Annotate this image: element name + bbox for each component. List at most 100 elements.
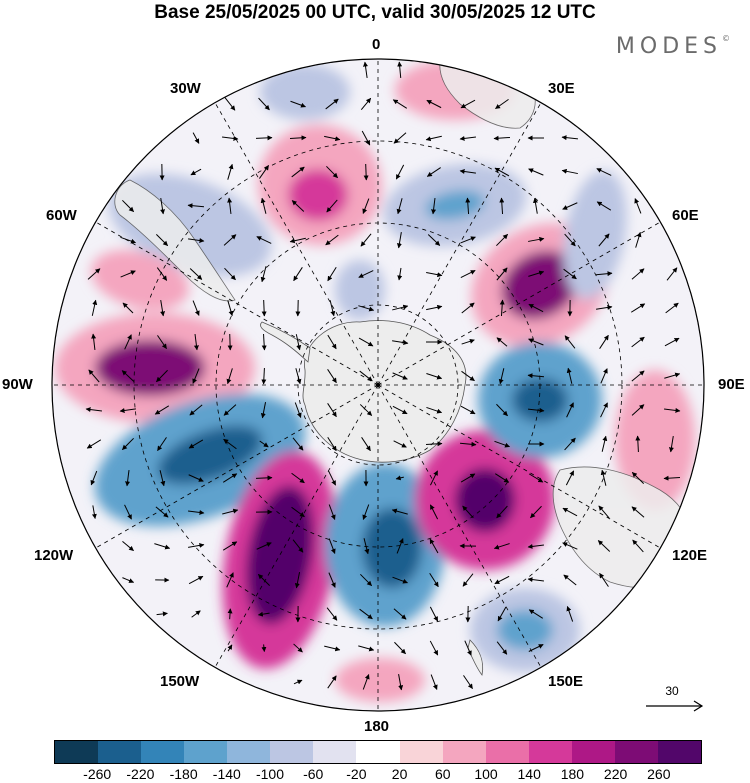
colorbar-segment [227, 741, 271, 763]
wind-arrow [192, 132, 200, 144]
wind-arrow [86, 439, 102, 449]
wind-arrow [156, 267, 168, 281]
colorbar-tick-label: -20 [346, 766, 367, 782]
meridian-line [377, 221, 661, 386]
wind-arrow [328, 572, 336, 588]
wind-arrow [295, 334, 302, 351]
wind-arrow [122, 437, 134, 451]
wind-arrow [224, 267, 236, 281]
colorbar-segment [657, 741, 701, 763]
wind-arrow [227, 197, 233, 215]
wind-arrow [324, 645, 341, 652]
wind-arrow [493, 135, 511, 141]
wind-arrow [256, 236, 272, 244]
wind-arrow [258, 165, 270, 179]
lon-label-0: 0 [372, 36, 381, 53]
graticule [52, 59, 704, 711]
wind-arrow [426, 272, 443, 278]
wind-arrow [427, 234, 441, 246]
wind-arrow [294, 572, 301, 589]
wind-arrow [429, 504, 439, 520]
wind-arrow [564, 437, 576, 451]
colorbar-segment [442, 741, 486, 763]
wind-arrow [463, 675, 473, 690]
wind-arrow [496, 641, 508, 655]
wind-arrow [87, 268, 101, 280]
colorbar-segment [270, 741, 314, 763]
wind-arrow [289, 135, 307, 141]
brand-name: MODES [615, 34, 722, 59]
wind-arrow [362, 504, 370, 520]
wind-arrow [124, 334, 132, 350]
wind-arrow [459, 441, 477, 447]
wind-arrow [496, 233, 508, 247]
lon-label-150w: 150W [160, 673, 200, 690]
colorbar-segment [399, 741, 443, 763]
map-title: Base 25/05/2025 00 UTC, valid 30/05/2025… [154, 2, 596, 23]
wind-arrow [154, 543, 171, 550]
lon-label-30e: 30E [548, 80, 575, 97]
wind-arrow [528, 609, 544, 619]
meridian-line [95, 221, 379, 386]
wind-arrow [291, 200, 305, 212]
wind-arrow [425, 135, 442, 142]
wind-arrow [498, 368, 505, 385]
wind-vectors [85, 61, 681, 691]
wind-arrow [600, 469, 607, 486]
wind-arrow [460, 99, 476, 109]
wind-arrow [393, 440, 407, 448]
lon-label-180: 180 [364, 718, 390, 735]
wind-arrow [392, 576, 408, 584]
wind-arrow [193, 333, 199, 351]
wind-arrow [261, 367, 267, 385]
colorbar-tick-label: -60 [303, 766, 324, 782]
wind-arrow [563, 268, 577, 280]
wind-arrow [600, 402, 608, 418]
wind-arrow [396, 198, 403, 215]
wind-arrow [156, 369, 168, 383]
wind-arrow [289, 237, 306, 244]
wind-arrow [561, 135, 579, 141]
wind-arrow [601, 435, 608, 452]
wind-arrow [461, 302, 475, 314]
wind-arrow [499, 197, 505, 215]
wind-arrow [328, 470, 336, 486]
wind-arrow [188, 238, 205, 243]
wind-arrow [360, 573, 372, 587]
wind-arrow [358, 645, 375, 652]
wind-arrow [566, 402, 574, 418]
wind-arrow [192, 300, 200, 316]
anomaly-blob [91, 250, 189, 310]
wind-arrow [157, 437, 167, 452]
wind-arrow [358, 305, 375, 312]
wind-arrow [431, 198, 437, 215]
wind-arrow [261, 644, 267, 653]
wind-arrow [391, 508, 408, 515]
wind-arrow [665, 302, 679, 314]
wind-arrow [227, 608, 233, 620]
wind-arrow [461, 370, 475, 382]
wind-arrow [188, 542, 205, 548]
wind-arrow [121, 370, 135, 382]
wind-arrow [292, 437, 304, 451]
wind-arrow [398, 674, 404, 691]
wind-arrow [528, 270, 545, 277]
wind-arrow [291, 166, 305, 178]
wind-arrow [120, 270, 136, 278]
wind-arrow [528, 473, 544, 483]
wind-arrow [122, 577, 135, 583]
colorbar-segment [55, 741, 99, 763]
wind-arrow [596, 304, 613, 310]
wind-arrow [464, 640, 472, 656]
wind-arrow [596, 201, 612, 211]
wind-arrow [527, 407, 545, 413]
wind-arrow [189, 404, 203, 416]
wind-arrow [327, 334, 337, 350]
wind-arrow [528, 303, 544, 313]
wind-arrow [261, 333, 267, 351]
wind-arrow [120, 236, 137, 244]
wind-arrow [329, 300, 336, 317]
wind-arrow [327, 675, 337, 689]
wind-arrow [392, 340, 409, 346]
